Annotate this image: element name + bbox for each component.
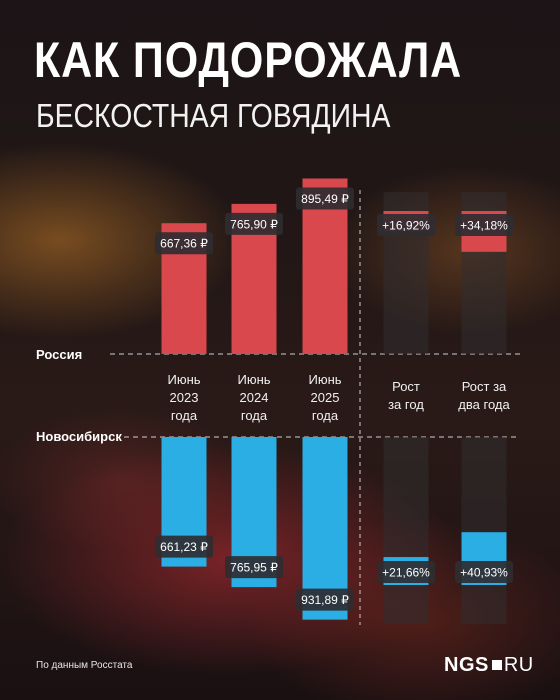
label-russia-price-2-bg: [225, 212, 283, 235]
label-novosibirsk-growth-1-bg: [377, 561, 435, 583]
label-russia-price-3-bg: [296, 187, 354, 210]
category-label-3-line-1: Июнь: [308, 372, 341, 387]
label-novosibirsk-price-1: 661,23 ₽: [160, 540, 208, 554]
label-novosibirsk-price-3: 931,89 ₽: [301, 593, 349, 607]
label-russia-growth-2-bg: [455, 214, 513, 236]
category-label-2-line-3: года: [241, 408, 268, 423]
label-russia-growth-1: +16,92%: [382, 219, 430, 233]
growth-column-novosibirsk-2: [461, 437, 507, 624]
label-novosibirsk-price-2-bg: [225, 556, 283, 579]
source-note: По данным Росстата: [36, 660, 133, 671]
label-russia-price-3: 895,49 ₽: [301, 192, 349, 206]
category-label-1-line-2: 2023: [170, 390, 199, 405]
label-russia-growth-1-bg: [377, 214, 435, 236]
ngs-logo: NGS RU: [444, 654, 534, 677]
category-label-3-line-2: 2025: [311, 390, 340, 405]
page-subtitle: БЕСКОСТНАЯ ГОВЯДИНА: [36, 97, 391, 134]
growth-column-novosibirsk-1: [383, 437, 429, 624]
category-label-1-line-3: года: [171, 408, 198, 423]
category-label-2-line-2: 2024: [240, 390, 269, 405]
label-novosibirsk-growth-2-bg: [455, 561, 513, 583]
label-russia-price-2: 765,90 ₽: [230, 217, 278, 231]
category-label-4-line-2: за год: [388, 397, 424, 412]
label-novosibirsk-price-1-bg: [155, 535, 213, 558]
label-russia-growth-2: +34,18%: [460, 219, 508, 233]
label-russia-price-1: 667,36 ₽: [160, 237, 208, 251]
category-label-5-line-1: Рост за: [462, 379, 507, 394]
label-novosibirsk-price-2: 765,95 ₽: [230, 561, 278, 575]
category-label-4-line-1: Рост: [392, 379, 420, 394]
label-novosibirsk-growth-1: +21,66%: [382, 566, 430, 580]
series-label-russia: Россия: [36, 347, 82, 362]
logo-domain: RU: [503, 654, 534, 676]
logo-square-icon: [491, 659, 502, 670]
category-label-1-line-1: Июнь: [167, 372, 200, 387]
label-russia-price-1-bg: [155, 232, 213, 255]
category-label-5-line-2: два года: [458, 397, 510, 412]
category-label-2-line-1: Июнь: [237, 372, 270, 387]
category-label-3-line-3: года: [312, 408, 339, 423]
label-novosibirsk-price-3-bg: [296, 588, 354, 611]
label-novosibirsk-growth-2: +40,93%: [460, 566, 508, 580]
series-label-novosibirsk: Новосибирск: [36, 429, 122, 444]
logo-main: NGS: [444, 654, 489, 676]
page-title: КАК ПОДОРОЖАЛА: [34, 32, 463, 88]
